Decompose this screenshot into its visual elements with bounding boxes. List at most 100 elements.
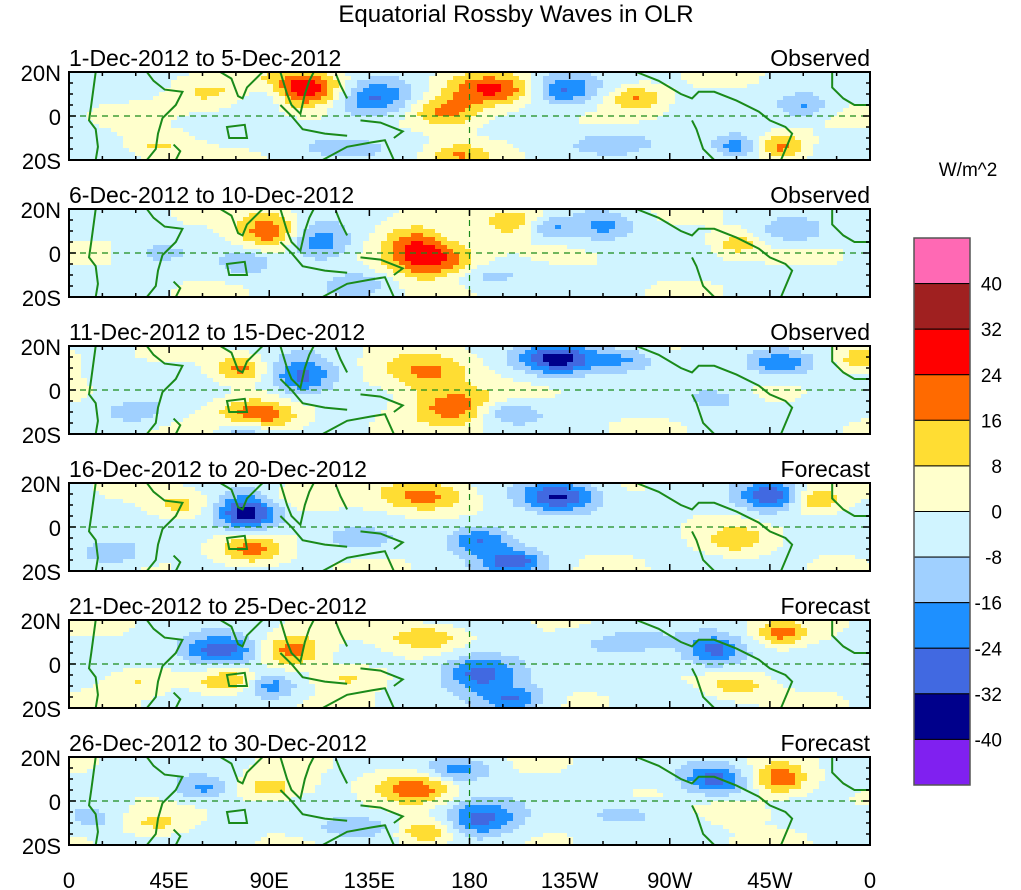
field-cell	[213, 289, 219, 293]
field-cell	[201, 152, 207, 156]
field-cell	[309, 108, 315, 112]
field-cell	[297, 84, 303, 88]
field-cell	[69, 217, 75, 221]
field-cell	[477, 213, 483, 217]
field-cell	[819, 112, 825, 116]
field-cell	[501, 108, 507, 112]
field-cell	[693, 148, 699, 152]
field-cell	[549, 225, 555, 229]
field-cell	[339, 281, 345, 285]
field-cell	[867, 112, 870, 116]
field-cell	[465, 281, 471, 285]
field-cell	[831, 120, 837, 124]
field-cell	[117, 88, 123, 92]
field-cell	[483, 100, 489, 104]
field-cell	[345, 96, 351, 100]
field-cell	[345, 100, 351, 104]
field-cell	[291, 213, 297, 217]
field-cell	[735, 88, 741, 92]
field-cell	[201, 88, 207, 92]
field-cell	[207, 132, 213, 136]
field-cell	[279, 128, 285, 132]
field-cell	[249, 144, 255, 148]
field-cell	[585, 152, 591, 156]
field-cell	[333, 96, 339, 100]
field-cell	[477, 116, 483, 120]
field-cell	[135, 120, 141, 124]
field-cell	[129, 156, 135, 160]
field-cell	[315, 265, 321, 269]
field-cell	[519, 293, 525, 297]
field-cell	[147, 253, 153, 257]
field-cell	[417, 140, 423, 144]
field-cell	[129, 144, 135, 148]
field-cell	[543, 269, 549, 273]
field-cell	[147, 148, 153, 152]
field-cell	[201, 253, 207, 257]
field-cell	[843, 76, 849, 80]
field-cell	[219, 277, 225, 281]
field-cell	[261, 261, 267, 265]
field-cell	[663, 88, 669, 92]
field-cell	[567, 104, 573, 108]
field-cell	[123, 112, 129, 116]
field-cell	[417, 100, 423, 104]
field-cell	[201, 76, 207, 80]
field-cell	[249, 229, 255, 233]
field-cell	[753, 148, 759, 152]
field-cell	[153, 96, 159, 100]
field-cell	[111, 257, 117, 261]
field-cell	[393, 277, 399, 281]
field-cell	[687, 80, 693, 84]
field-cell	[315, 217, 321, 221]
field-cell	[549, 124, 555, 128]
field-cell	[363, 116, 369, 120]
field-cell	[459, 72, 465, 76]
field-cell	[471, 221, 477, 225]
field-cell	[549, 249, 555, 253]
field-cell	[477, 225, 483, 229]
field-cell	[363, 112, 369, 116]
field-cell	[819, 156, 825, 160]
field-cell	[585, 124, 591, 128]
field-cell	[789, 140, 795, 144]
field-cell	[639, 92, 645, 96]
field-cell	[759, 120, 765, 124]
field-cell	[507, 217, 513, 221]
field-cell	[597, 261, 603, 265]
field-cell	[255, 88, 261, 92]
field-cell	[513, 76, 519, 80]
field-cell	[627, 144, 633, 148]
field-cell	[255, 273, 261, 277]
field-cell	[339, 245, 345, 249]
field-cell	[243, 277, 249, 281]
field-cell	[219, 112, 225, 116]
field-cell	[75, 124, 81, 128]
field-cell	[159, 136, 165, 140]
field-cell	[81, 140, 87, 144]
field-cell	[333, 84, 339, 88]
field-cell	[525, 76, 531, 80]
field-cell	[585, 289, 591, 293]
field-cell	[645, 152, 651, 156]
field-cell	[603, 76, 609, 80]
field-cell	[195, 120, 201, 124]
field-cell	[675, 72, 681, 76]
field-cell	[357, 92, 363, 96]
field-cell	[453, 156, 459, 160]
field-cell	[81, 261, 87, 265]
field-cell	[459, 293, 465, 297]
field-cell	[279, 112, 285, 116]
field-cell	[489, 221, 495, 225]
field-cell	[375, 237, 381, 241]
field-cell	[519, 132, 525, 136]
field-cell	[459, 148, 465, 152]
field-cell	[195, 112, 201, 116]
field-cell	[483, 249, 489, 253]
field-cell	[633, 112, 639, 116]
field-cell	[345, 225, 351, 229]
field-cell	[837, 84, 843, 88]
field-cell	[165, 269, 171, 273]
field-cell	[399, 249, 405, 253]
